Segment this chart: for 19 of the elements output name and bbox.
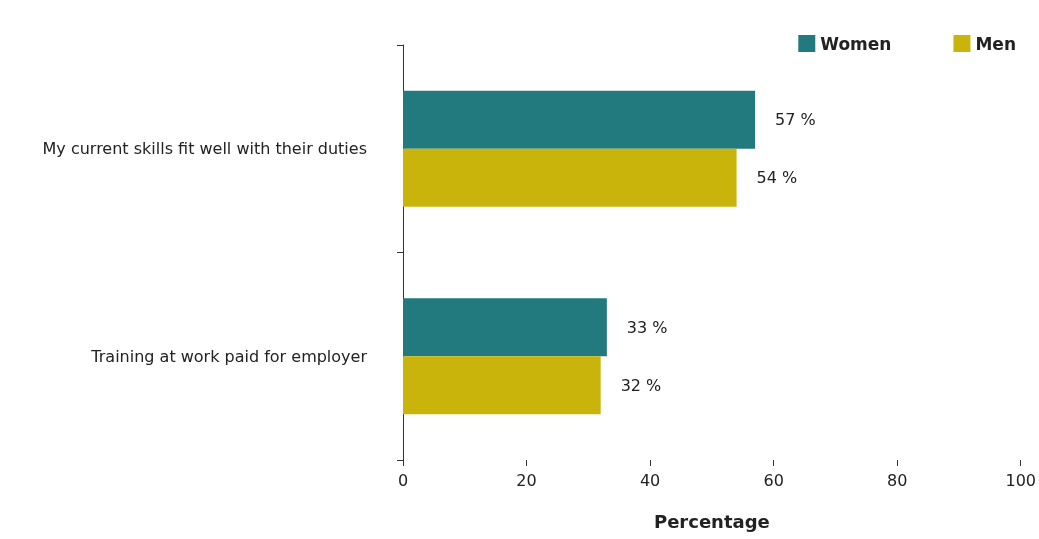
x-tick-label: 20 [516,470,537,490]
data-label: 32 % [620,375,662,395]
data-label: 57 % [775,110,816,130]
bar [403,148,737,207]
data-label: 54 % [756,168,798,188]
x-tick-label: 0 [397,470,409,490]
x-tick-label: 100 [1005,470,1036,490]
legend-label: Women [820,33,892,54]
y-tick-label: My current skills fit well with their duties [42,139,367,159]
x-tick-label: 80 [887,470,908,490]
x-tick-label: 60 [763,470,784,490]
data-label: 33 % [626,317,668,337]
bar [403,356,601,415]
y-tick-label: Training at work paid for employer [90,346,368,366]
bar [403,298,607,357]
x-tick-label: 40 [639,470,661,490]
bar [403,90,756,149]
legend-label: Men [975,33,1017,54]
x-axis-title: Percentage [653,510,770,532]
